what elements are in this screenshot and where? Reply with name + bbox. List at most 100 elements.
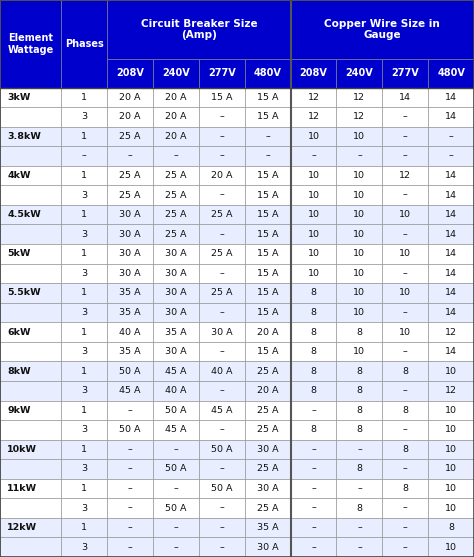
Bar — [291, 499, 337, 518]
Bar — [337, 185, 383, 205]
Text: 10: 10 — [445, 465, 457, 473]
Text: –: – — [357, 543, 362, 552]
Bar — [153, 224, 199, 244]
Text: 10: 10 — [308, 171, 319, 180]
Text: 3: 3 — [82, 504, 88, 512]
Bar — [428, 87, 474, 107]
Bar — [0, 146, 62, 166]
Bar — [245, 185, 291, 205]
Bar — [245, 166, 291, 185]
Text: –: – — [173, 543, 178, 552]
Text: 1: 1 — [82, 367, 87, 375]
Text: 50 A: 50 A — [211, 445, 233, 454]
Text: –: – — [128, 445, 133, 454]
Text: 8: 8 — [310, 347, 317, 356]
Text: 3.8kW: 3.8kW — [8, 132, 41, 141]
Bar — [245, 302, 291, 323]
Bar — [383, 283, 428, 302]
Bar — [62, 0, 107, 87]
Text: 30 A: 30 A — [119, 210, 141, 219]
Bar — [62, 479, 107, 499]
Text: 30 A: 30 A — [165, 250, 187, 258]
Bar — [62, 499, 107, 518]
Text: 10: 10 — [445, 445, 457, 454]
Bar — [245, 283, 291, 302]
Bar — [107, 224, 153, 244]
Bar — [428, 342, 474, 361]
Text: –: – — [403, 543, 408, 552]
Bar — [383, 499, 428, 518]
Text: 1: 1 — [82, 289, 87, 297]
Text: 30 A: 30 A — [165, 308, 187, 317]
Text: 1: 1 — [82, 93, 87, 102]
Text: 10: 10 — [354, 229, 365, 239]
Bar — [337, 439, 383, 459]
Bar — [153, 59, 199, 87]
Text: 3: 3 — [82, 308, 88, 317]
Text: –: – — [357, 523, 362, 532]
Text: 15 A: 15 A — [257, 308, 279, 317]
Bar — [153, 479, 199, 499]
Bar — [245, 263, 291, 283]
Bar — [62, 459, 107, 479]
Text: Phases: Phases — [65, 39, 104, 49]
Text: Circuit Breaker Size
(Amp): Circuit Breaker Size (Amp) — [141, 19, 257, 41]
Bar — [0, 381, 62, 400]
Bar — [62, 361, 107, 381]
Text: 50 A: 50 A — [119, 426, 141, 434]
Bar — [337, 166, 383, 185]
Text: 8: 8 — [356, 328, 363, 336]
Text: –: – — [128, 523, 133, 532]
Bar — [0, 244, 62, 263]
Text: 10: 10 — [399, 210, 411, 219]
Text: 15 A: 15 A — [257, 229, 279, 239]
Bar — [245, 323, 291, 342]
Text: –: – — [403, 523, 408, 532]
Bar — [62, 146, 107, 166]
Bar — [62, 185, 107, 205]
Bar — [337, 263, 383, 283]
Text: 30 A: 30 A — [119, 229, 141, 239]
Bar — [0, 224, 62, 244]
Text: –: – — [265, 132, 270, 141]
Text: 50 A: 50 A — [119, 367, 141, 375]
Text: 25 A: 25 A — [257, 426, 279, 434]
Bar — [107, 420, 153, 439]
Bar — [245, 499, 291, 518]
Bar — [337, 381, 383, 400]
Text: 15 A: 15 A — [257, 93, 279, 102]
Text: 50 A: 50 A — [165, 465, 187, 473]
Text: 10: 10 — [399, 289, 411, 297]
Bar — [337, 518, 383, 538]
Bar — [199, 59, 245, 87]
Bar — [245, 479, 291, 499]
Bar — [0, 166, 62, 185]
Bar — [107, 479, 153, 499]
Bar — [199, 479, 245, 499]
Text: –: – — [403, 504, 408, 512]
Text: –: – — [128, 504, 133, 512]
Bar — [291, 107, 337, 126]
Text: 240V: 240V — [162, 69, 190, 79]
Text: 8: 8 — [402, 445, 408, 454]
Bar — [107, 381, 153, 400]
Text: –: – — [311, 504, 316, 512]
Bar — [383, 439, 428, 459]
Bar — [337, 499, 383, 518]
Text: 25 A: 25 A — [165, 210, 187, 219]
Bar — [291, 302, 337, 323]
Text: 3: 3 — [82, 113, 88, 121]
Bar — [153, 420, 199, 439]
Text: 12: 12 — [445, 386, 457, 395]
Bar — [153, 459, 199, 479]
Bar — [383, 185, 428, 205]
Text: 30 A: 30 A — [257, 543, 279, 552]
Bar — [428, 518, 474, 538]
Text: 8: 8 — [356, 426, 363, 434]
Bar — [383, 126, 428, 146]
Text: 30 A: 30 A — [165, 347, 187, 356]
Text: 4kW: 4kW — [8, 171, 31, 180]
Text: 208V: 208V — [300, 69, 328, 79]
Bar — [153, 518, 199, 538]
Text: –: – — [219, 113, 224, 121]
